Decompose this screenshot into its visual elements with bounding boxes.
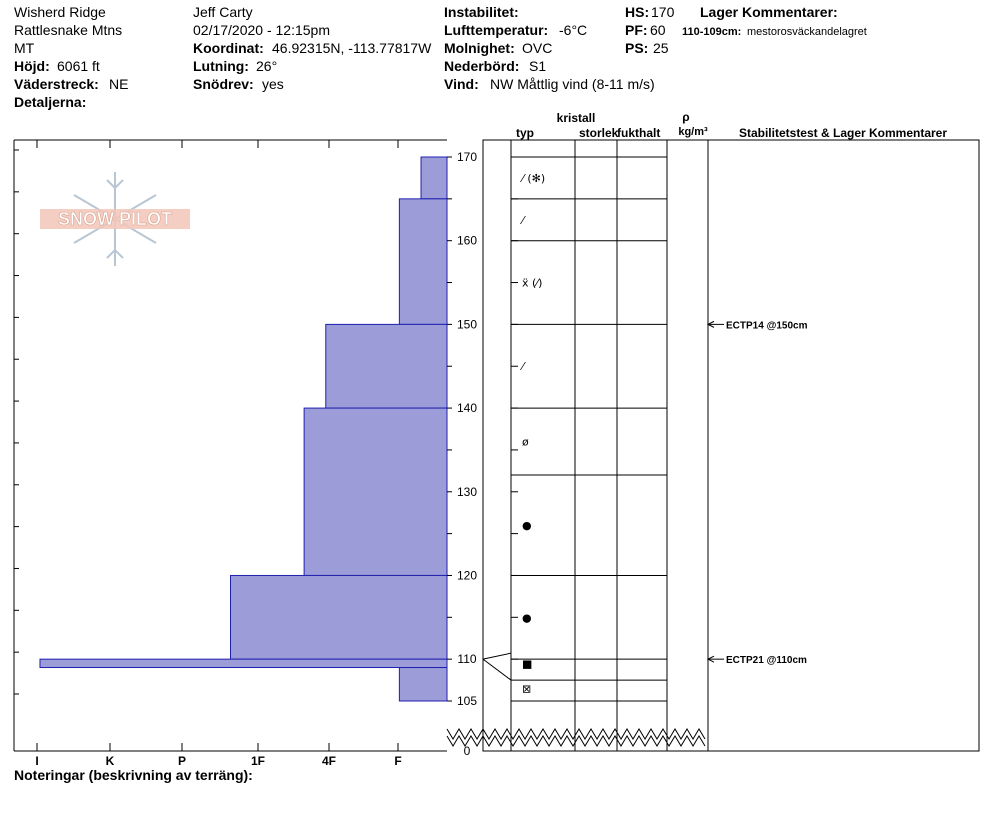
aspect-value: NE — [109, 76, 129, 92]
axis-break-line — [446, 728, 706, 740]
depth-axis-label: 130 — [457, 485, 477, 499]
stability-test-label: ECTP14 @150cm — [726, 320, 808, 331]
air-temperature-value: -6°C — [559, 22, 588, 38]
layer-connector — [482, 652, 512, 660]
hardness-layer-bar — [39, 658, 448, 669]
coordinate-value: 46.92315N, -113.77817W — [272, 40, 432, 56]
hardness-axis-label: K — [106, 754, 115, 768]
layer-comment-depth: 110-109cm: — [682, 26, 742, 38]
precipitation-label: Nederbörd: — [444, 58, 520, 74]
aspect-label: Väderstreck: — [14, 76, 99, 92]
hardness-layer-bar — [303, 407, 448, 576]
hardness-axis-label: P — [178, 754, 186, 768]
mountain-range: Rattlesnake Mtns — [14, 22, 123, 38]
slope-label: Lutning: — [193, 58, 249, 74]
observation-datetime: 02/17/2020 - 12:15pm — [193, 22, 330, 38]
hs-value: 170 — [651, 4, 675, 20]
depth-axis-label: 150 — [457, 317, 477, 331]
density-unit: kg/m³ — [678, 126, 708, 138]
stability-column-header: Stabilitetstest & Lager Kommentarer — [739, 126, 947, 140]
ps-value: 25 — [653, 40, 669, 56]
depth-axis-label: 105 — [457, 694, 477, 708]
grain-type-symbol: ⁄ — [519, 214, 526, 227]
layer-comments-label: Lager Kommentarer: — [700, 4, 838, 20]
size-column-header: storlek — [579, 126, 619, 140]
stability-test-label: ECTP21 @110cm — [726, 655, 807, 666]
hardness-layer-bar — [325, 323, 448, 409]
cloud-cover-value: OVC — [522, 40, 553, 56]
depth-axis-label: 110 — [457, 652, 476, 666]
cloud-cover-label: Molnighet: — [444, 40, 515, 56]
pf-value: 60 — [650, 22, 666, 38]
hardness-layer-bar — [398, 198, 448, 325]
depth-axis-label: 0 — [464, 744, 471, 758]
density-symbol: ρ — [682, 110, 689, 124]
stability-arrowhead — [706, 320, 715, 328]
depth-axis-label: 160 — [457, 234, 477, 248]
hs-label: HS: — [625, 4, 650, 20]
logo-text: SNOW PILOT — [58, 209, 172, 229]
snowpilot-logo: SNOW PILOT — [40, 172, 190, 266]
layer-comment-text: mestorosväckandelagret — [747, 26, 867, 38]
hardness-layer-bar — [230, 574, 448, 660]
hardness-layer-bar — [420, 156, 448, 200]
grain-type-symbol: ⁄ — [519, 360, 526, 373]
coordinate-label: Koordinat: — [193, 40, 264, 56]
grain-type-symbol: ⁄ (✻) — [519, 172, 545, 185]
depth-axis-label: 170 — [457, 150, 477, 164]
hardness-axis-label: 1F — [251, 754, 265, 768]
hardness-axis-label: 4F — [322, 754, 336, 768]
instability-label: Instabilitet: — [444, 4, 519, 20]
grain-type-symbol: ● — [522, 611, 532, 624]
grain-type-symbol: ø — [522, 436, 529, 449]
drift-label: Snödrev: — [193, 76, 254, 92]
type-column-header: typ — [516, 126, 534, 140]
slope-value: 26° — [256, 58, 278, 74]
pf-label: PF: — [625, 22, 648, 38]
depth-axis-label: 120 — [457, 568, 477, 582]
state: MT — [14, 40, 35, 56]
location-name: Wisherd Ridge — [14, 4, 106, 20]
elevation-label: Höjd: — [14, 58, 50, 74]
observer-name: Jeff Carty — [193, 4, 253, 20]
drift-value: yes — [262, 76, 284, 92]
grain-type-symbol: ⊠ — [522, 682, 531, 695]
stability-arrowhead — [706, 655, 715, 663]
elevation-value: 6061 ft — [57, 58, 100, 74]
ps-label: PS: — [625, 40, 649, 56]
hardness-layer-bar — [398, 667, 448, 702]
details-label: Detaljerna: — [14, 94, 87, 110]
hardness-axis-label: F — [394, 754, 401, 768]
air-temperature-label: Lufttemperatur: — [444, 22, 549, 38]
moisture-column-header: fukthalt — [617, 126, 660, 140]
hardness-bars — [39, 156, 448, 702]
grain-type-symbol: ● — [522, 519, 532, 532]
notes-label: Noteringar (beskrivning av terräng): — [14, 767, 253, 783]
wind-label: Vind: — [444, 76, 479, 92]
hardness-axis-label: I — [35, 754, 38, 768]
grain-type-symbol: ■ — [522, 657, 532, 670]
layer-connector — [482, 658, 512, 681]
crystal-column-header: kristall — [557, 111, 596, 125]
grain-type-symbol: ẍ (⁄) — [522, 277, 542, 290]
wind-value: NW Måttlig vind (8-11 m/s) — [490, 76, 655, 92]
precipitation-value: S1 — [529, 58, 547, 74]
axis-break-line — [446, 735, 706, 747]
depth-axis-label: 140 — [457, 401, 477, 415]
